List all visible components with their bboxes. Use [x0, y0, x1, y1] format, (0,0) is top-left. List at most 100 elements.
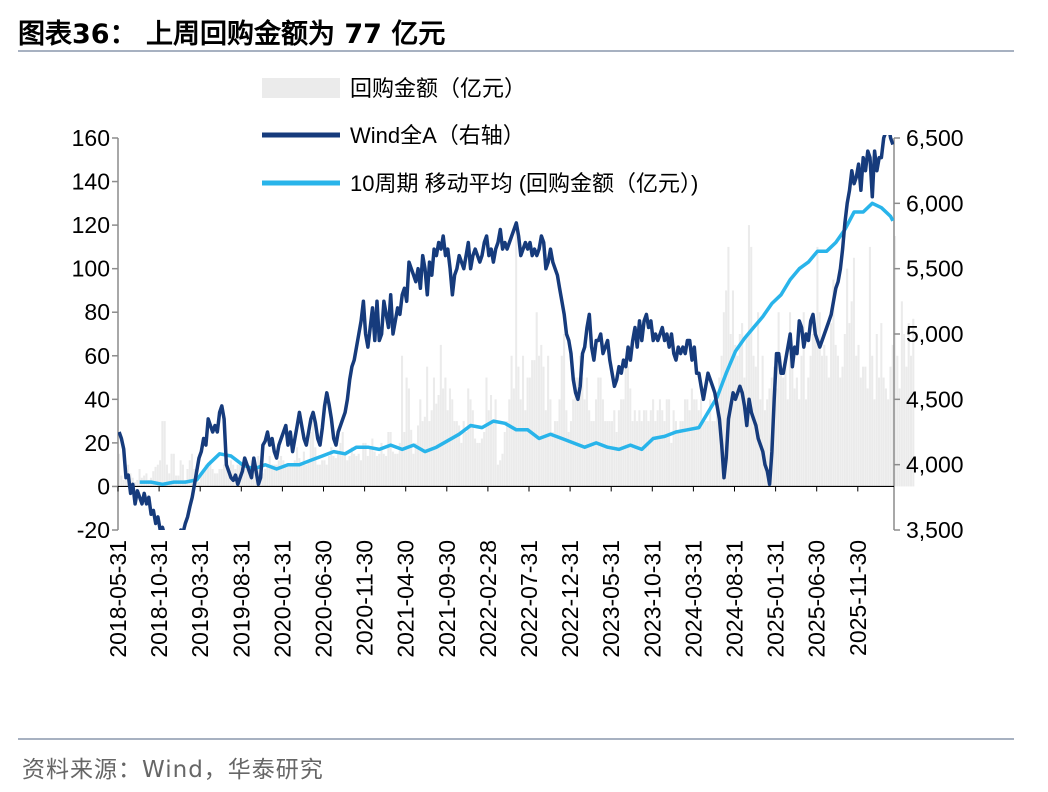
repurchase-bar — [695, 399, 698, 487]
repurchase-bar — [688, 410, 691, 487]
x-axis-tick-label: 2024-08-31 — [722, 540, 748, 658]
repurchase-bar — [136, 479, 139, 487]
repurchase-bar — [809, 355, 812, 487]
repurchase-bar — [432, 377, 436, 487]
legend-bar-label: 回购金额（亿元） — [350, 76, 526, 101]
repurchase-bar — [843, 334, 846, 487]
repurchase-bar — [492, 421, 495, 487]
repurchase-bar — [711, 421, 714, 487]
repurchase-bar — [693, 399, 696, 487]
title-divider — [18, 50, 1014, 52]
repurchase-bar — [859, 377, 862, 487]
repurchase-bar — [903, 334, 906, 487]
repurchase-bar — [795, 377, 798, 487]
repurchase-bar — [549, 399, 552, 487]
repurchase-bar — [743, 377, 746, 487]
repurchase-bar — [122, 479, 125, 487]
repurchase-bar — [405, 377, 408, 487]
x-axis-tick-label: 2024-03-31 — [680, 540, 706, 658]
repurchase-bar — [891, 344, 894, 487]
repurchase-bar — [225, 466, 228, 487]
repurchase-bar — [878, 377, 881, 487]
repurchase-bar — [777, 312, 780, 487]
repurchase-bar — [485, 377, 488, 487]
repurchase-bar — [476, 442, 479, 487]
repurchase-bar — [850, 301, 853, 487]
repurchase-bar — [684, 399, 687, 487]
repurchase-bar — [629, 388, 632, 487]
repurchase-bar — [385, 455, 388, 487]
repurchase-bar — [277, 460, 280, 487]
repurchase-bar — [558, 399, 561, 487]
repurchase-bar — [460, 442, 463, 487]
repurchase-bar — [451, 399, 454, 487]
repurchase-bar — [373, 451, 376, 487]
repurchase-bar — [713, 421, 716, 487]
repurchase-bar — [834, 344, 837, 487]
repurchase-bar — [556, 421, 559, 487]
repurchase-bar — [839, 377, 842, 487]
repurchase-bar — [334, 458, 337, 487]
repurchase-bar — [321, 460, 324, 487]
repurchase-bar — [857, 344, 860, 487]
repurchase-bar — [391, 451, 394, 487]
repurchase-bar — [403, 432, 406, 487]
x-axis-tick-label: 2020-11-30 — [352, 540, 378, 656]
repurchase-bar — [800, 355, 803, 487]
repurchase-bar — [428, 421, 431, 487]
legend-ma-label: 10周期 移动平均 (回购金额（亿元）) — [350, 171, 698, 196]
repurchase-bar — [622, 399, 625, 487]
repurchase-bar — [766, 399, 769, 487]
repurchase-bar — [512, 388, 515, 487]
repurchase-bar — [679, 421, 682, 487]
repurchase-bar — [444, 377, 447, 487]
x-axis-tick-label: 2025-11-30 — [845, 540, 871, 656]
repurchase-bar — [645, 410, 648, 487]
right-axis-tick-label: 5,500 — [906, 256, 964, 282]
repurchase-bar — [750, 246, 753, 487]
right-axis-tick-label: 4,000 — [906, 452, 964, 478]
repurchase-bar — [222, 464, 226, 487]
repurchase-bar — [606, 421, 609, 487]
repurchase-bar — [889, 366, 892, 487]
repurchase-bar — [818, 312, 821, 487]
x-axis-tick-label: 2021-09-30 — [434, 540, 460, 658]
repurchase-bar — [186, 469, 189, 487]
x-axis-tick-label: 2021-04-30 — [393, 540, 419, 658]
repurchase-bar — [686, 399, 689, 487]
repurchase-bar — [348, 455, 351, 487]
repurchase-bar — [197, 482, 200, 487]
repurchase-bar — [789, 312, 792, 487]
repurchase-bar — [741, 323, 744, 487]
repurchase-bar — [804, 399, 808, 487]
repurchase-bar — [825, 355, 828, 487]
repurchase-bar — [209, 460, 212, 487]
repurchase-bar — [387, 432, 390, 487]
repurchase-bar — [305, 464, 308, 487]
repurchase-bar — [601, 399, 604, 487]
repurchase-bar — [357, 453, 360, 487]
legend-bar-swatch — [262, 78, 340, 98]
repurchase-bar — [563, 334, 566, 487]
repurchase-bar — [191, 453, 194, 487]
repurchase-bar — [900, 301, 903, 487]
repurchase-bar — [168, 473, 171, 487]
repurchase-bar — [866, 388, 869, 487]
repurchase-bar — [725, 290, 728, 487]
repurchase-bar — [337, 453, 340, 487]
repurchase-bar — [535, 312, 538, 487]
repurchase-bar — [421, 421, 424, 487]
repurchase-bar — [282, 460, 285, 487]
repurchase-bar — [807, 377, 810, 487]
repurchase-bar — [275, 464, 278, 487]
repurchase-bar — [325, 464, 328, 487]
repurchase-bar — [501, 453, 504, 487]
repurchase-bar — [419, 399, 422, 487]
repurchase-bar — [700, 399, 703, 487]
repurchase-bar — [382, 453, 385, 487]
left-axis-tick-label: -20 — [77, 517, 110, 543]
repurchase-bar — [846, 268, 849, 487]
repurchase-bar — [280, 455, 283, 487]
repurchase-bar — [912, 318, 915, 487]
repurchase-bar — [179, 460, 182, 487]
